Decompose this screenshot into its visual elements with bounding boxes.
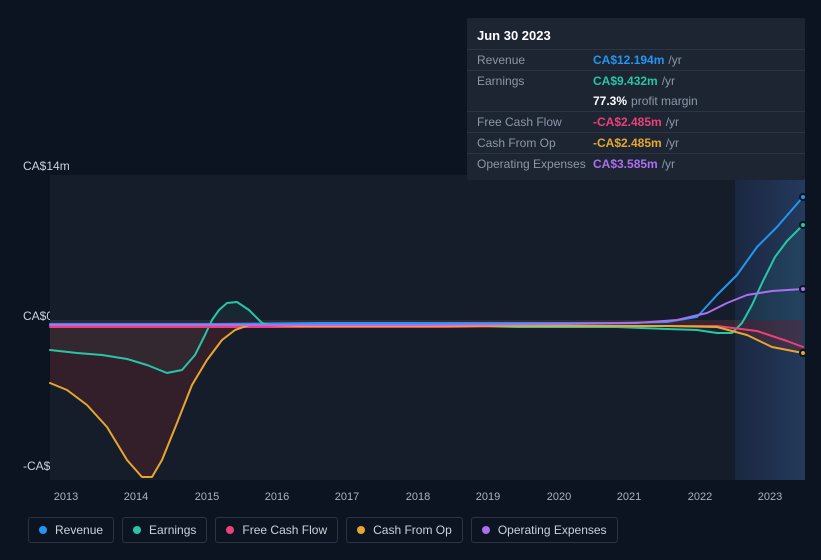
legend-dot-icon [357,526,365,534]
tooltip-row-label: Cash From Op [477,136,593,150]
x-tick: 2017 [335,491,359,503]
tooltip-row-label: Operating Expenses [477,157,593,171]
legend-item[interactable]: Earnings [122,517,207,543]
legend-label: Earnings [149,523,196,537]
legend-item[interactable]: Cash From Op [346,517,463,543]
x-tick: 2022 [688,491,712,503]
legend-dot-icon [133,526,141,534]
tooltip-row-value: -CA$2.485m [593,115,662,129]
legend-item[interactable]: Free Cash Flow [215,517,338,543]
series-marker [799,285,807,293]
tooltip-row-suffix: /yr [662,74,675,88]
tooltip-row-suffix: profit margin [631,94,698,108]
legend-label: Revenue [55,523,103,537]
chart-svg [17,175,805,480]
x-tick: 2020 [547,491,571,503]
y-max-label: CA$14m [23,159,70,173]
legend-dot-icon [226,526,234,534]
legend-item[interactable]: Operating Expenses [471,517,618,543]
tooltip-title: Jun 30 2023 [467,24,805,49]
tooltip-row-value: CA$3.585m [593,157,658,171]
tooltip-row-suffix: /yr [662,157,675,171]
tooltip-row: 77.3% profit margin [467,91,805,111]
tooltip-row: Cash From Op-CA$2.485m/yr [467,132,805,153]
tooltip-row-label: Revenue [477,53,593,67]
x-tick: 2021 [617,491,641,503]
tooltip-row-value: -CA$2.485m [593,136,662,150]
series-marker [799,221,807,229]
series-line [50,289,803,325]
legend-dot-icon [39,526,47,534]
tooltip-row-label: Earnings [477,74,593,88]
tooltip-row-value: CA$9.432m [593,74,658,88]
x-tick: 2013 [54,491,78,503]
legend-item[interactable]: Revenue [28,517,114,543]
series-marker [799,193,807,201]
series-line [50,197,803,324]
x-tick: 2019 [476,491,500,503]
x-tick: 2014 [124,491,148,503]
x-tick: 2016 [265,491,289,503]
tooltip-row: RevenueCA$12.194m/yr [467,49,805,70]
tooltip-row-suffix: /yr [666,115,679,129]
tooltip-row: Operating ExpensesCA$3.585m/yr [467,153,805,174]
tooltip-row-value: CA$12.194m [593,53,664,67]
tooltip-row-label: Free Cash Flow [477,115,593,129]
legend-label: Free Cash Flow [242,523,327,537]
tooltip-row-suffix: /yr [666,136,679,150]
x-tick: 2015 [195,491,219,503]
series-marker [799,349,807,357]
x-tick: 2023 [758,491,782,503]
chart-legend: Revenue Earnings Free Cash Flow Cash From O… [28,517,618,543]
tooltip-row-value: 77.3% [593,94,627,108]
chart-area[interactable] [17,175,805,480]
series-fill [50,320,803,477]
x-tick: 2018 [406,491,430,503]
chart-tooltip: Jun 30 2023 RevenueCA$12.194m/yrEarnings… [467,18,805,180]
tooltip-row-label [477,94,593,108]
legend-label: Operating Expenses [498,523,607,537]
tooltip-row: EarningsCA$9.432m/yr [467,70,805,91]
tooltip-row-suffix: /yr [668,53,681,67]
tooltip-row: Free Cash Flow-CA$2.485m/yr [467,111,805,132]
legend-dot-icon [482,526,490,534]
legend-label: Cash From Op [373,523,452,537]
